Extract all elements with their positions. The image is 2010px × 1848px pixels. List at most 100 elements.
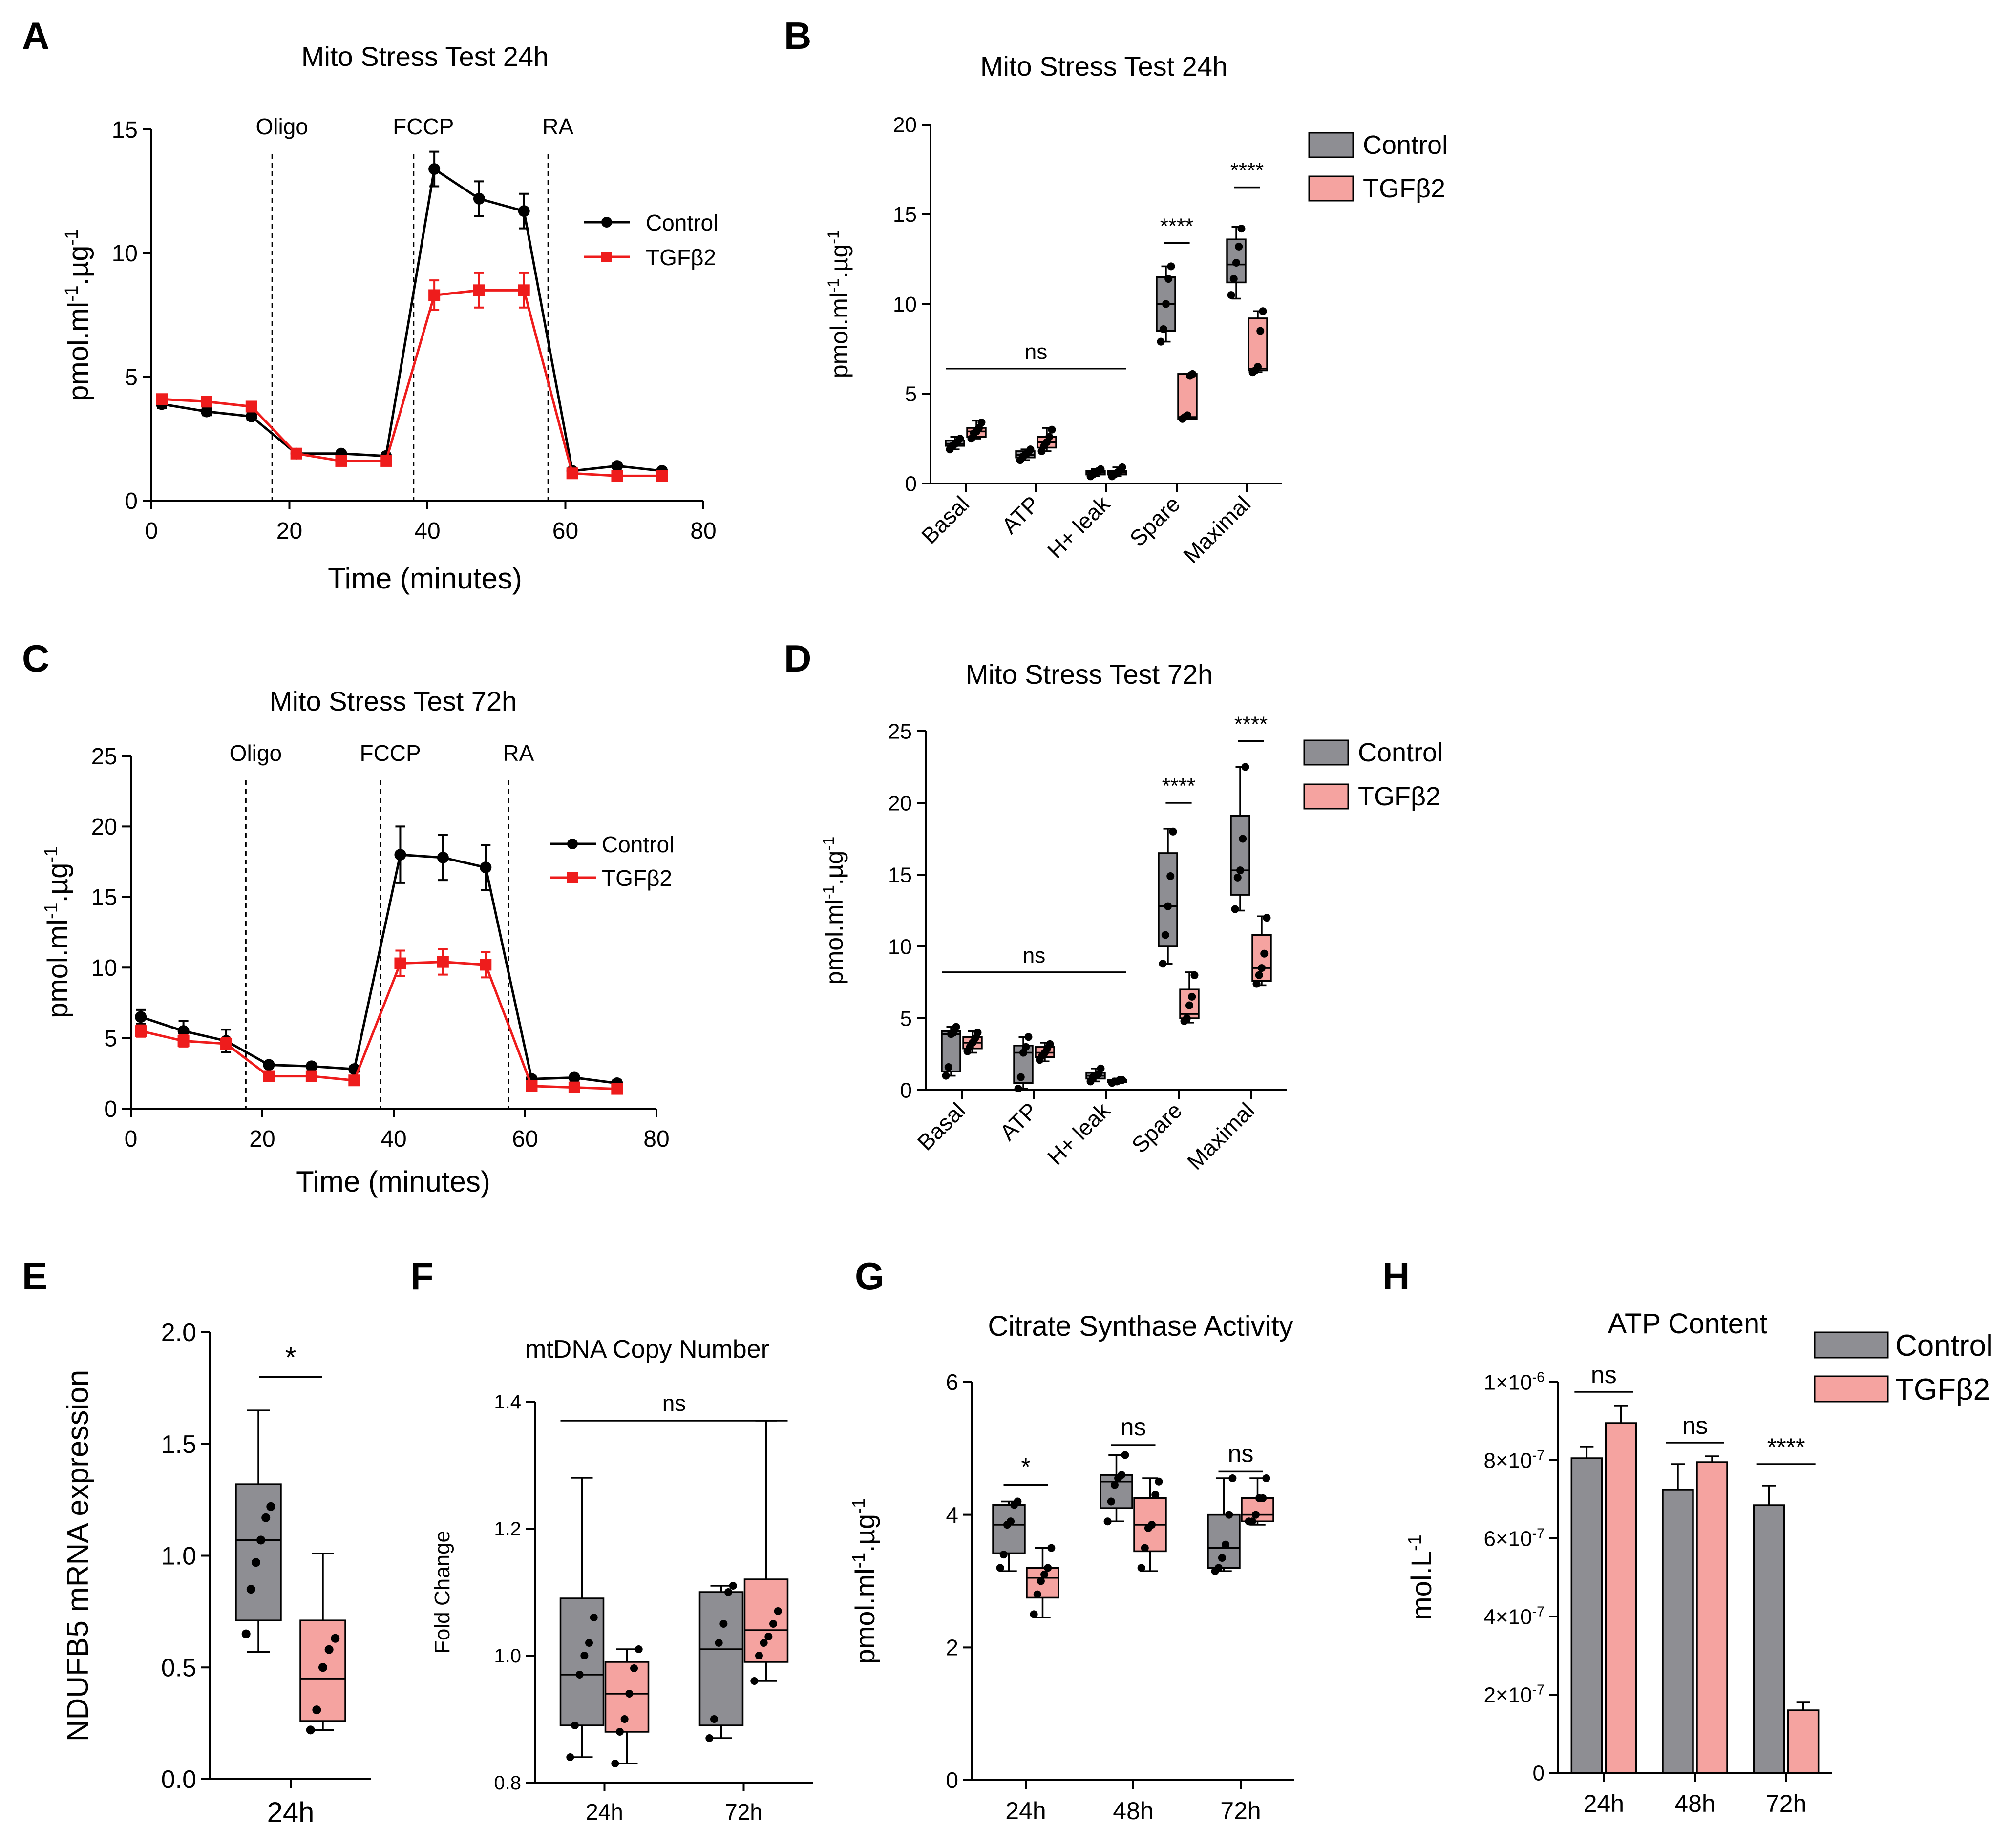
y-tick-label: 10 [888,935,912,959]
data-point [201,396,212,408]
label-superscript: -7 [1532,1448,1545,1463]
label-superscript: -1 [848,1498,868,1514]
data-point [1236,866,1244,875]
data-point [724,1588,733,1596]
label-part: .µg [849,1514,880,1553]
data-point [1159,960,1167,968]
legend-tgfb2-swatch [1308,175,1354,202]
chart-title: Citrate Synthase Activity [988,1310,1293,1342]
label-superscript: -1 [825,230,842,244]
panel-g-citrate-synthase: G Citrate Synthase Activity 0 2 4 6 24h 48h 72… [848,1255,1294,1825]
data-point [261,1513,271,1522]
data-point [1228,1474,1237,1482]
panel-label-f: F [410,1255,434,1298]
data-point [956,435,964,443]
y-axis-label: pmol.ml-1.µg-1 [825,230,853,378]
data-point [1263,914,1271,922]
data-point [1259,307,1267,315]
x-tick-label: 24h [1584,1790,1624,1817]
data-point [335,455,347,467]
x-tick-label: Maximal [1178,491,1255,568]
significance-label: ns [1121,1413,1146,1441]
x-tick-label: 24h [586,1799,623,1825]
significance-label: **** [1230,159,1264,183]
data-point [1260,949,1269,958]
data-point [568,1081,580,1093]
x-tick-label: 20 [249,1126,275,1152]
legend-control-label: Control [1358,738,1443,767]
data-point [611,460,623,472]
panel-label-c: C [22,637,49,680]
data-point [1014,1497,1022,1506]
data-point [1214,1564,1223,1572]
data-point [1229,275,1238,283]
data-point [705,1734,714,1742]
y-tick-label: 8×10-7 [1483,1448,1545,1472]
data-point [480,861,492,874]
y-tick-label: 1.0 [494,1645,521,1667]
data-point [1118,463,1126,471]
y-tick-label: 2×10-7 [1483,1682,1545,1707]
y-axis-label: pmol.ml-1.µg-1 [848,1498,881,1664]
y-tick-label: 15 [893,203,917,227]
data-point [1148,1521,1156,1529]
data-point [1024,1033,1033,1041]
label-superscript: -1 [820,885,837,899]
data-point [1232,258,1240,267]
bar [1605,1422,1637,1774]
y-axis-label: pmol.ml-1.µg-1 [61,229,94,401]
data-point [996,1564,1004,1572]
y-tick-label: 20 [91,814,117,840]
y-tick-label: 0.5 [161,1654,196,1682]
data-point [611,470,623,482]
label-superscript: -1 [61,285,82,302]
data-point [1045,433,1054,441]
label-part: 4×10 [1483,1605,1532,1629]
legend: Control TGFβ2 [550,832,674,891]
x-tick-label: ATP [996,491,1044,539]
series-line [161,167,662,472]
label-part: 0 [1533,1761,1545,1785]
legend-tgfb2-label: TGFβ2 [1895,1373,1990,1407]
legend-control-label: Control [1895,1329,1993,1363]
data-point [518,284,530,296]
x-tick-label: 80 [690,518,716,544]
label-superscript: -7 [1532,1526,1545,1541]
legend: Control TGFβ2 [1303,738,1443,811]
y-tick-label: 15 [888,863,912,887]
data-point [1190,971,1199,979]
label-part: pmol.ml [825,293,853,378]
chart-title: Mito Stress Test 24h [301,41,549,72]
y-tick-label: 2 [946,1635,958,1660]
data-point [473,284,485,296]
label-superscript: -1 [61,229,82,246]
box [698,1591,744,1726]
data-point [1016,1073,1025,1081]
x-tick-label: Basal [912,1097,970,1155]
plot-area: 0.0 0.5 1.0 1.5 2.0 24h * NDUFB5 mRNA expressio… [61,1319,371,1828]
panel-f-mtdna: F mtDNA Copy Number 0.8 1.0 1.2 1.4 24h 72h ns… [410,1255,813,1825]
y-tick-label: 10 [893,293,917,316]
data-point [437,956,449,968]
data-point [312,1705,321,1715]
x-tick-label: 40 [381,1126,406,1152]
data-point [1227,291,1235,299]
data-point [1014,1085,1022,1093]
data-point [1151,1491,1160,1499]
data-point [750,1677,759,1685]
data-point [1252,980,1261,988]
significance-label: ns [1228,1440,1254,1467]
data-point [1107,1497,1115,1506]
y-tick-label: 25 [91,744,117,770]
y-tick-label: 10 [91,955,117,981]
x-tick-label: 24h [1005,1797,1046,1825]
plot-area: 0.8 1.0 1.2 1.4 24h 72h ns Fold Change [430,1390,813,1825]
x-tick-label: 80 [643,1126,669,1152]
data-point [1141,1544,1149,1552]
legend: Control TGFβ2 [1308,130,1448,203]
data-point [1183,1014,1191,1022]
injection-label: Oligo [230,740,282,766]
